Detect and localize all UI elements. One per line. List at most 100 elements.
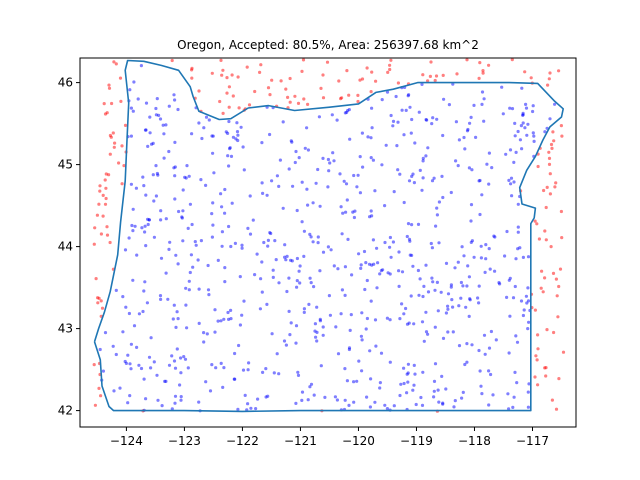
rejected-point (560, 134, 564, 138)
accepted-point (265, 302, 269, 306)
accepted-point (277, 372, 281, 376)
accepted-point (197, 121, 201, 125)
rejected-point (288, 100, 292, 104)
accepted-point (179, 356, 183, 360)
accepted-point (489, 372, 493, 377)
accepted-point (229, 154, 234, 158)
accepted-point (521, 121, 525, 125)
accepted-point (509, 182, 513, 186)
plot-frame (79, 57, 577, 428)
accepted-point (487, 151, 491, 155)
accepted-point (420, 82, 424, 86)
accepted-point (380, 98, 384, 102)
accepted-point (430, 122, 434, 126)
accepted-point (173, 174, 177, 178)
accepted-point (227, 119, 231, 124)
accepted-point (449, 190, 453, 195)
accepted-point (460, 245, 464, 249)
accepted-point (114, 288, 118, 292)
accepted-point (118, 386, 122, 390)
accepted-point (431, 116, 435, 120)
accepted-point (129, 182, 133, 186)
accepted-point (191, 265, 195, 269)
accepted-point (383, 240, 387, 245)
accepted-point (227, 317, 231, 321)
rejected-point (396, 81, 400, 85)
accepted-point (295, 279, 299, 283)
accepted-point (435, 280, 439, 284)
accepted-point (289, 321, 293, 325)
accepted-point (375, 286, 379, 290)
accepted-point (167, 104, 171, 108)
accepted-point (402, 381, 406, 386)
accepted-point (240, 243, 244, 247)
accepted-point (171, 317, 175, 321)
accepted-point (515, 340, 520, 344)
accepted-point (163, 379, 167, 383)
accepted-point (342, 179, 346, 183)
rejected-point (105, 225, 109, 229)
accepted-point (255, 252, 259, 256)
accepted-point (451, 305, 455, 309)
accepted-point (184, 303, 188, 307)
accepted-point (142, 289, 146, 293)
accepted-point (230, 201, 234, 205)
accepted-point (242, 299, 246, 303)
rejected-point (543, 229, 547, 233)
rejected-point (92, 363, 96, 367)
accepted-point (439, 290, 443, 294)
accepted-point (260, 141, 264, 145)
accepted-point (131, 109, 135, 113)
accepted-point (460, 396, 464, 400)
accepted-point (131, 207, 135, 211)
accepted-point (512, 160, 516, 164)
accepted-point (146, 144, 150, 148)
accepted-point (129, 367, 133, 371)
accepted-point (140, 226, 144, 230)
rejected-point (535, 358, 539, 362)
rejected-point (369, 90, 373, 94)
accepted-point (243, 393, 247, 397)
accepted-point (311, 240, 315, 244)
accepted-point (338, 172, 342, 176)
accepted-point (407, 179, 412, 183)
accepted-point (398, 393, 402, 398)
accepted-point (123, 248, 128, 252)
accepted-point (385, 407, 389, 411)
rejected-point (112, 60, 116, 64)
rejected-point (118, 76, 123, 80)
accepted-point (313, 329, 317, 333)
accepted-point (141, 175, 145, 179)
accepted-point (114, 352, 118, 357)
accepted-point (173, 394, 178, 398)
accepted-point (231, 135, 235, 139)
accepted-point (521, 255, 526, 259)
accepted-point (211, 151, 215, 155)
accepted-point (132, 80, 136, 84)
rejected-point (219, 58, 223, 63)
accepted-point (366, 135, 370, 139)
accepted-point (479, 384, 483, 388)
accepted-point (420, 320, 425, 324)
rejected-point (536, 164, 540, 169)
rejected-point (487, 63, 491, 67)
accepted-point (258, 307, 262, 311)
accepted-point (513, 121, 517, 125)
accepted-point (364, 327, 368, 331)
accepted-point (482, 119, 486, 123)
accepted-point (206, 288, 211, 292)
rejected-point (537, 237, 542, 241)
rejected-point (340, 96, 344, 100)
rejected-point (99, 394, 103, 398)
accepted-point (404, 108, 408, 112)
accepted-point (465, 129, 470, 133)
accepted-point (190, 132, 194, 136)
accepted-point (172, 93, 176, 97)
accepted-point (368, 349, 372, 353)
accepted-point (154, 106, 158, 111)
accepted-point (407, 321, 411, 325)
accepted-point (485, 162, 489, 166)
accepted-point (287, 309, 291, 313)
accepted-point (184, 286, 188, 290)
